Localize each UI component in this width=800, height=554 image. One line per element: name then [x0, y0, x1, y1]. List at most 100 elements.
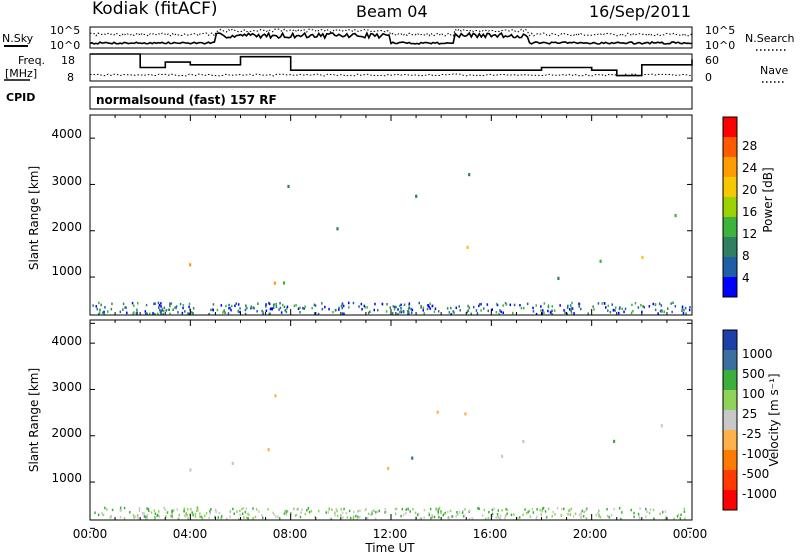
heatmap-cell	[377, 308, 379, 312]
heatmap-cell	[349, 516, 352, 520]
heatmap-cell	[200, 515, 203, 519]
colorbar-swatch	[723, 117, 737, 138]
heatmap-cell	[172, 509, 175, 512]
heatmap-cell	[542, 506, 545, 510]
heatmap-cell	[212, 303, 215, 306]
xtick-1200: 12:00	[373, 527, 408, 541]
heatmap-cell	[607, 309, 609, 312]
heatmap-cell	[620, 517, 622, 521]
heatmap-cell	[290, 512, 292, 515]
heatmap-cell	[178, 517, 180, 520]
heatmap-cell	[149, 312, 151, 316]
heatmap-cell	[268, 312, 270, 316]
frequency-series	[90, 53, 693, 77]
heatmap-cell	[642, 305, 644, 308]
heatmap-cell	[244, 312, 247, 316]
heatmap-cell	[338, 306, 340, 310]
heatmap-cell	[532, 511, 535, 514]
heatmap-cell	[427, 304, 429, 307]
heatmap-cell	[567, 304, 569, 308]
heatmap-cell	[267, 508, 269, 511]
heatmap-cell	[153, 302, 155, 306]
power-ylabel: Slant Range [km]	[27, 166, 41, 270]
heatmap-cell	[430, 516, 432, 520]
heatmap-cell	[607, 304, 609, 308]
heatmap-cell	[296, 513, 298, 517]
heatmap-cell	[402, 309, 405, 313]
heatmap-cell	[522, 439, 525, 444]
heatmap-cell	[366, 306, 368, 309]
heatmap-cell	[437, 508, 440, 511]
heatmap-cell	[334, 309, 337, 312]
heatmap-cell	[444, 511, 446, 515]
heatmap-cell	[467, 309, 469, 312]
heatmap-cell	[468, 306, 471, 309]
heatmap-cell	[506, 512, 508, 515]
heatmap-cell	[278, 308, 280, 311]
heatmap-cell	[122, 308, 124, 311]
heatmap-cell	[658, 302, 661, 305]
heatmap-cell	[283, 305, 286, 309]
heatmap-cell	[154, 302, 156, 305]
heatmap-cell	[238, 518, 240, 521]
heatmap-cell	[367, 512, 370, 516]
heatmap-cell	[520, 307, 523, 310]
heatmap-cell	[535, 304, 537, 307]
heatmap-cell	[188, 305, 190, 309]
heatmap-cell	[595, 514, 597, 517]
power-ytick-2000: 2000	[51, 220, 82, 234]
xtick-1600: 16:00	[473, 527, 508, 541]
heatmap-cell	[540, 513, 542, 516]
heatmap-cell	[353, 510, 355, 514]
heatmap-cell	[300, 511, 302, 514]
heatmap-cell	[598, 514, 600, 518]
heatmap-cell	[689, 306, 691, 309]
heatmap-cell	[479, 303, 481, 306]
heatmap-cell	[581, 509, 583, 513]
heatmap-cell	[483, 307, 485, 310]
heatmap-cell	[407, 507, 409, 511]
heatmap-cell	[615, 306, 617, 309]
vel-cbar-tick-m100: -100	[742, 447, 769, 461]
heatmap-cell	[681, 309, 683, 312]
heatmap-cell	[654, 308, 657, 312]
heatmap-cell	[510, 513, 513, 517]
heatmap-cell	[364, 508, 367, 512]
heatmap-cell	[453, 311, 455, 314]
heatmap-cell	[458, 510, 461, 514]
heatmap-cell	[603, 302, 606, 305]
heatmap-cell	[476, 312, 479, 315]
heatmap-cell	[481, 514, 484, 517]
heatmap-cell	[652, 508, 655, 512]
colorbar-swatch	[723, 237, 737, 258]
heatmap-cell	[455, 306, 457, 310]
heatmap-cell	[478, 304, 480, 308]
heatmap-cell	[321, 307, 324, 311]
heatmap-cell	[164, 508, 167, 511]
heatmap-cell	[676, 515, 679, 518]
heatmap-cell	[273, 513, 275, 516]
heatmap-cell	[103, 313, 106, 316]
heatmap-cell	[402, 513, 405, 517]
heatmap-cell	[283, 512, 286, 515]
heatmap-cell	[330, 517, 333, 521]
heatmap-cell	[564, 311, 566, 314]
heatmap-cell	[335, 508, 338, 511]
heatmap-cell	[311, 306, 313, 310]
colorbar-swatch	[723, 450, 737, 471]
heatmap-cell	[210, 308, 212, 312]
heatmap-cell	[641, 310, 643, 314]
heatmap-cell	[277, 515, 279, 518]
heatmap-cell	[138, 507, 141, 510]
heatmap-cell	[526, 302, 529, 306]
heatmap-cell	[611, 303, 613, 306]
heatmap-cell	[209, 512, 211, 515]
heatmap-cell	[423, 516, 425, 519]
heatmap-cell	[547, 305, 550, 309]
heatmap-cell	[119, 310, 122, 314]
heatmap-cell	[148, 509, 150, 513]
xtick-2400: 00:00	[673, 527, 708, 541]
heatmap-cell	[674, 214, 677, 218]
heatmap-cell	[107, 310, 109, 313]
heatmap-cell	[310, 509, 313, 513]
